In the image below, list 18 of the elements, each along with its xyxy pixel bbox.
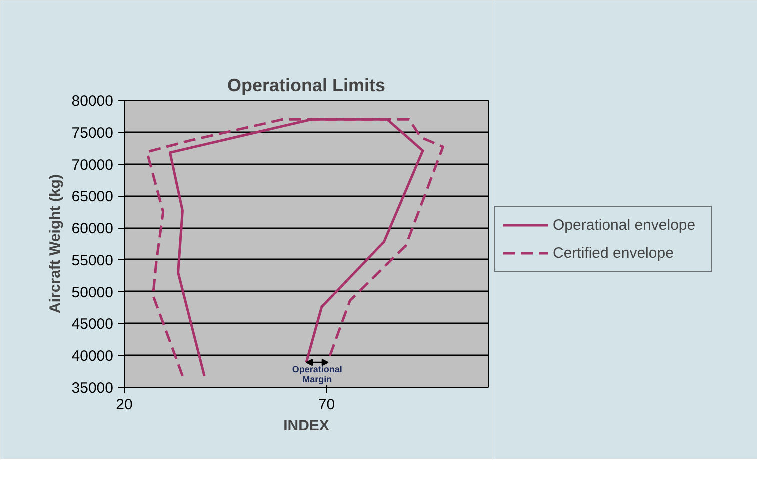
- x-axis-title: INDEX: [284, 418, 330, 434]
- legend-label: Certified envelope: [553, 244, 675, 262]
- y-tick-label: 65000: [72, 188, 114, 206]
- y-tick-label: 70000: [72, 156, 114, 174]
- y-tick-label: 80000: [72, 93, 114, 110]
- y-tick-label: 35000: [72, 380, 114, 397]
- y-tick-label: 55000: [72, 252, 114, 270]
- chart-title: Operational Limits: [227, 76, 386, 96]
- y-tick-label: 40000: [72, 348, 114, 366]
- legend-label: Operational envelope: [553, 216, 697, 234]
- x-tick-label: 70: [318, 396, 336, 414]
- y-tick-label: 60000: [72, 220, 114, 238]
- y-tick-label: 50000: [72, 284, 114, 302]
- y-axis-title: Aircraft Weight (kg): [46, 174, 64, 314]
- y-tick-label: 45000: [72, 316, 114, 334]
- y-tick-label: 75000: [72, 124, 114, 142]
- annotation: Operational Margin: [292, 364, 342, 385]
- x-tick-label: 20: [116, 396, 133, 414]
